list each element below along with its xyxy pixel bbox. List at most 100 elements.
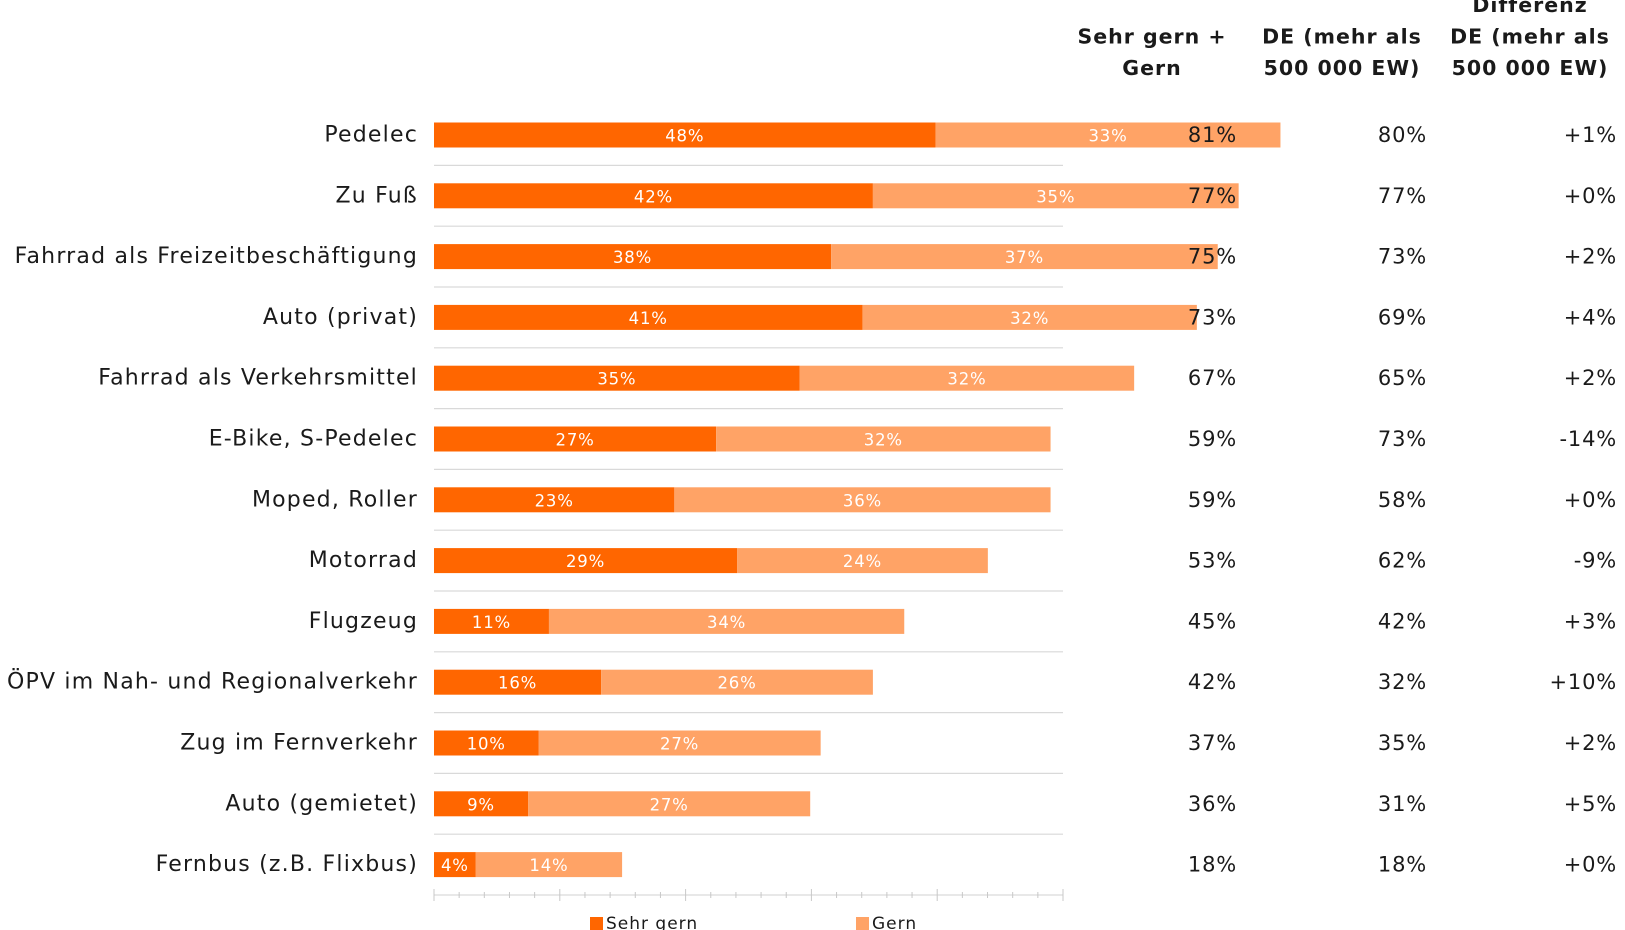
bar-gern <box>872 183 1239 209</box>
bar-sehr-gern <box>434 730 539 756</box>
data-label: 9% <box>467 795 495 814</box>
bar-sehr-gern <box>434 122 936 148</box>
category-label: Flugzeug <box>309 609 418 634</box>
data-label: 4% <box>441 856 469 875</box>
bar-gern <box>862 304 1197 330</box>
table-value: +0% <box>1564 488 1617 512</box>
legend-swatch <box>590 917 603 930</box>
category-labels: Pedelec Zu Fuß Fahrrad als Freizeitbeschäf… <box>7 123 418 878</box>
table-value: +5% <box>1564 792 1617 816</box>
table-value: 80% <box>1378 123 1427 147</box>
data-label: 38% <box>613 248 652 267</box>
table-value: 36% <box>1188 792 1237 816</box>
data-label: 42% <box>634 187 673 206</box>
bar-gern <box>475 852 623 878</box>
table-value: 35% <box>1378 731 1427 755</box>
table-value: 59% <box>1188 427 1237 451</box>
data-label: 32% <box>947 370 986 389</box>
table-header: DE (mehr als <box>1262 25 1422 49</box>
bar-gern <box>528 791 811 817</box>
bar-sehr-gern <box>434 487 675 513</box>
category-label: Pedelec <box>324 123 418 148</box>
table-value: +3% <box>1564 609 1617 633</box>
table-value: 73% <box>1188 305 1237 329</box>
category-label: E-Bike, S-Pedelec <box>209 427 418 452</box>
table-value: +10% <box>1550 670 1617 694</box>
table-value: 32% <box>1378 670 1427 694</box>
data-label: 14% <box>529 856 568 875</box>
data-label: 33% <box>1088 127 1127 146</box>
data-label: 27% <box>556 431 595 450</box>
table-value: 18% <box>1188 853 1237 877</box>
table-value: 42% <box>1188 670 1237 694</box>
table-header: Sehr gern + <box>1077 25 1226 49</box>
bar-sehr-gern <box>434 365 800 391</box>
bar-sehr-gern <box>434 426 717 452</box>
bar-sehr-gern <box>434 669 602 695</box>
table-value: 73% <box>1378 245 1427 269</box>
row-separators <box>434 164 1063 835</box>
data-label: 29% <box>566 552 605 571</box>
table-value: -9% <box>1574 549 1617 573</box>
data-label: 48% <box>665 127 704 146</box>
category-label: Fahrrad als Verkehrsmittel <box>98 366 418 391</box>
table-header: Gern <box>1122 56 1181 80</box>
table-value: 42% <box>1378 609 1427 633</box>
bar-sehr-gern <box>434 608 549 634</box>
data-label: 16% <box>498 674 537 693</box>
table-value: 65% <box>1378 366 1427 390</box>
data-table: 81% 80% +1% 77% 77% +0% 75% 73% +2% 73% 69% +4% 67% 6… <box>1077 0 1617 877</box>
table-value: 59% <box>1188 488 1237 512</box>
bar-gern <box>935 122 1281 148</box>
table-value: 77% <box>1188 184 1237 208</box>
bar-gern <box>674 487 1051 513</box>
data-label: 23% <box>535 491 574 510</box>
data-label: 24% <box>843 552 882 571</box>
bar-gern <box>716 426 1051 452</box>
data-label: 37% <box>1005 248 1044 267</box>
bar-gern <box>548 608 905 634</box>
category-label: Fernbus (z.B. Flixbus) <box>156 852 418 877</box>
category-label: ÖPV im Nah- und Regionalverkehr <box>7 669 418 695</box>
category-label: Moped, Roller <box>252 487 418 512</box>
data-label: 35% <box>597 370 636 389</box>
category-label: Zug im Fernverkehr <box>180 731 418 756</box>
data-label: 10% <box>467 735 506 754</box>
table-value: +2% <box>1564 731 1617 755</box>
table-value: +2% <box>1564 366 1617 390</box>
table-value: 37% <box>1188 731 1237 755</box>
data-label: 34% <box>707 613 746 632</box>
table-value: +1% <box>1564 123 1617 147</box>
table-value: 77% <box>1378 184 1427 208</box>
bar-sehr-gern <box>434 852 476 878</box>
bar-sehr-gern <box>434 791 529 817</box>
data-label: 11% <box>472 613 511 632</box>
table-value: -14% <box>1560 427 1617 451</box>
table-value: 18% <box>1378 853 1427 877</box>
data-label: 32% <box>864 431 903 450</box>
table-value: +0% <box>1564 184 1617 208</box>
bar-gern <box>737 548 988 574</box>
table-header: Differenz <box>1472 0 1587 17</box>
category-label: Auto (gemietet) <box>225 791 418 816</box>
category-label: Zu Fuß <box>336 183 418 208</box>
table-value: 81% <box>1188 123 1237 147</box>
table-value: 67% <box>1188 366 1237 390</box>
bars: 48% 33% 42% 35% 38% 37% 41% 32% 35% 32% 27% 32% 23% 3… <box>434 122 1281 878</box>
table-value: 69% <box>1378 305 1427 329</box>
category-label: Auto (privat) <box>263 305 418 330</box>
data-label: 27% <box>660 735 699 754</box>
bar-sehr-gern <box>434 244 832 270</box>
bar-sehr-gern <box>434 183 873 209</box>
table-value: +2% <box>1564 245 1617 269</box>
legend-swatch <box>856 917 869 930</box>
category-label: Fahrrad als Freizeitbeschäftigung <box>15 244 418 269</box>
legend: Sehr gern Gern <box>590 914 917 930</box>
bar-gern <box>538 730 821 756</box>
data-label: 32% <box>1010 309 1049 328</box>
table-value: +4% <box>1564 305 1617 329</box>
data-label: 26% <box>718 674 757 693</box>
category-label: Motorrad <box>309 548 418 573</box>
table-header: 500 000 EW) <box>1452 56 1609 80</box>
legend-label: Gern <box>872 914 917 930</box>
